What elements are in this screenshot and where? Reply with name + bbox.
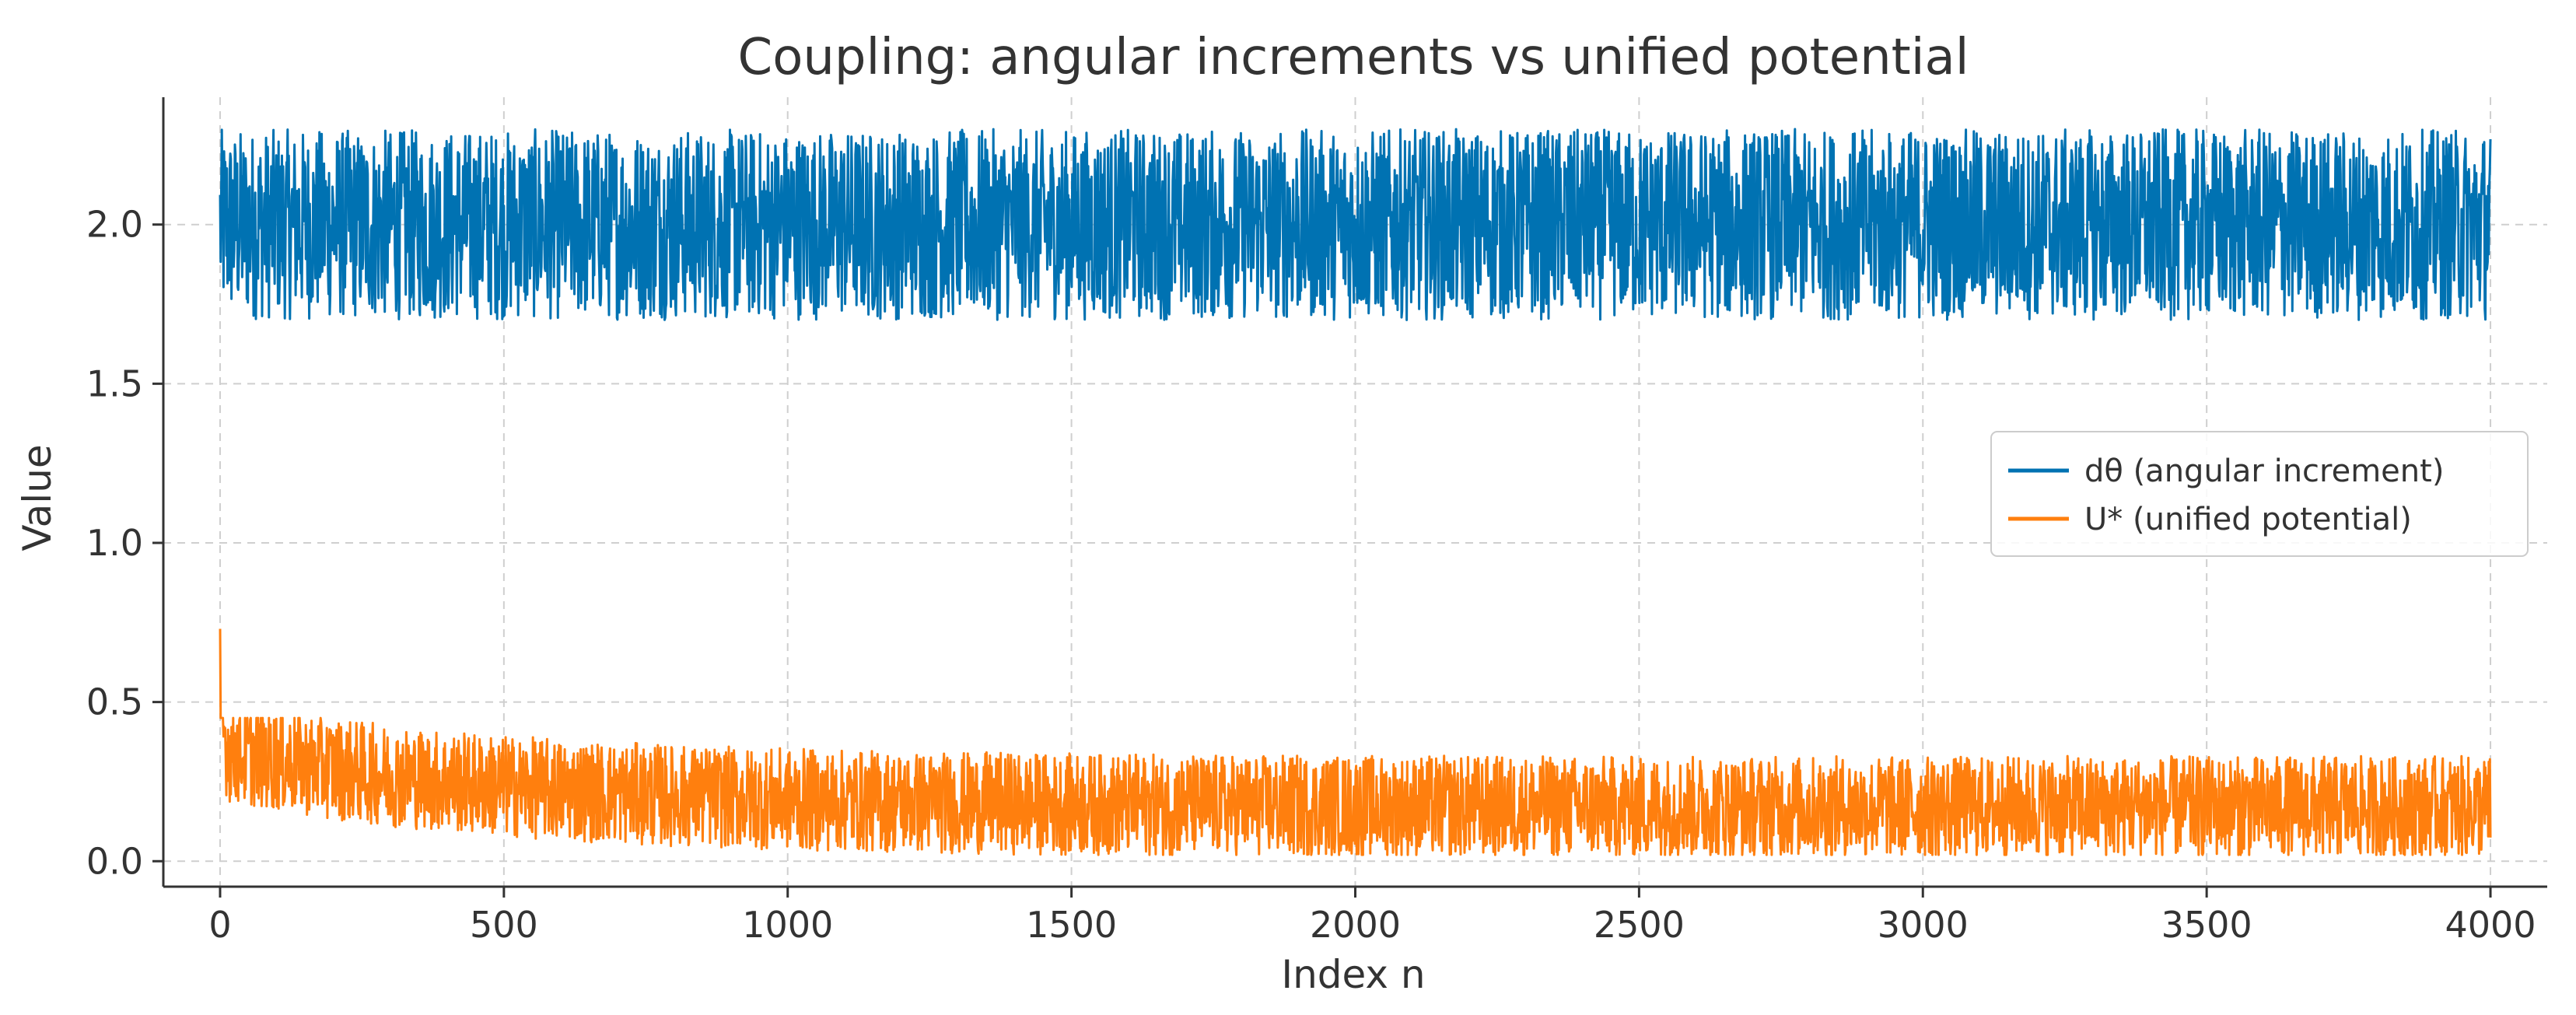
legend-box — [1990, 431, 2529, 557]
y-axis-label: Value — [15, 444, 60, 551]
series-line-unified-potential — [219, 628, 2492, 856]
y-tick-label: 0.0 — [86, 840, 143, 882]
x-tick-label: 0 — [208, 904, 231, 946]
x-tick-label: 3000 — [1878, 904, 1969, 946]
chart-title: Coupling: angular increments vs unified … — [738, 29, 1969, 86]
x-tick-label: 4000 — [2445, 904, 2536, 946]
y-tick-label: 1.5 — [86, 362, 143, 404]
x-tick-label: 3500 — [2161, 904, 2252, 946]
x-tick-label: 2500 — [1594, 904, 1685, 946]
x-axis-label: Index n — [1281, 952, 1425, 997]
x-tick-label: 1500 — [1026, 904, 1117, 946]
series-line-angular-increment — [219, 128, 2492, 321]
legend-label: U* (unified potential) — [2084, 502, 2412, 537]
series-layer — [219, 128, 2492, 856]
x-tick-label: 500 — [470, 904, 538, 946]
y-tick-label: 2.0 — [86, 204, 143, 246]
legend-label: dθ (angular increment) — [2084, 453, 2444, 489]
y-tick-label: 1.0 — [86, 522, 143, 564]
axes-layer: 0 500 1000 1500 2000 2500 3000 3500 4000 0.0 0.5 1.… — [86, 97, 2547, 946]
y-tick-label: 0.5 — [86, 681, 143, 723]
x-tick-label: 1000 — [742, 904, 833, 946]
legend: dθ (angular increment) U* (unified potent… — [1990, 431, 2529, 557]
x-tick-label: 2000 — [1310, 904, 1401, 946]
